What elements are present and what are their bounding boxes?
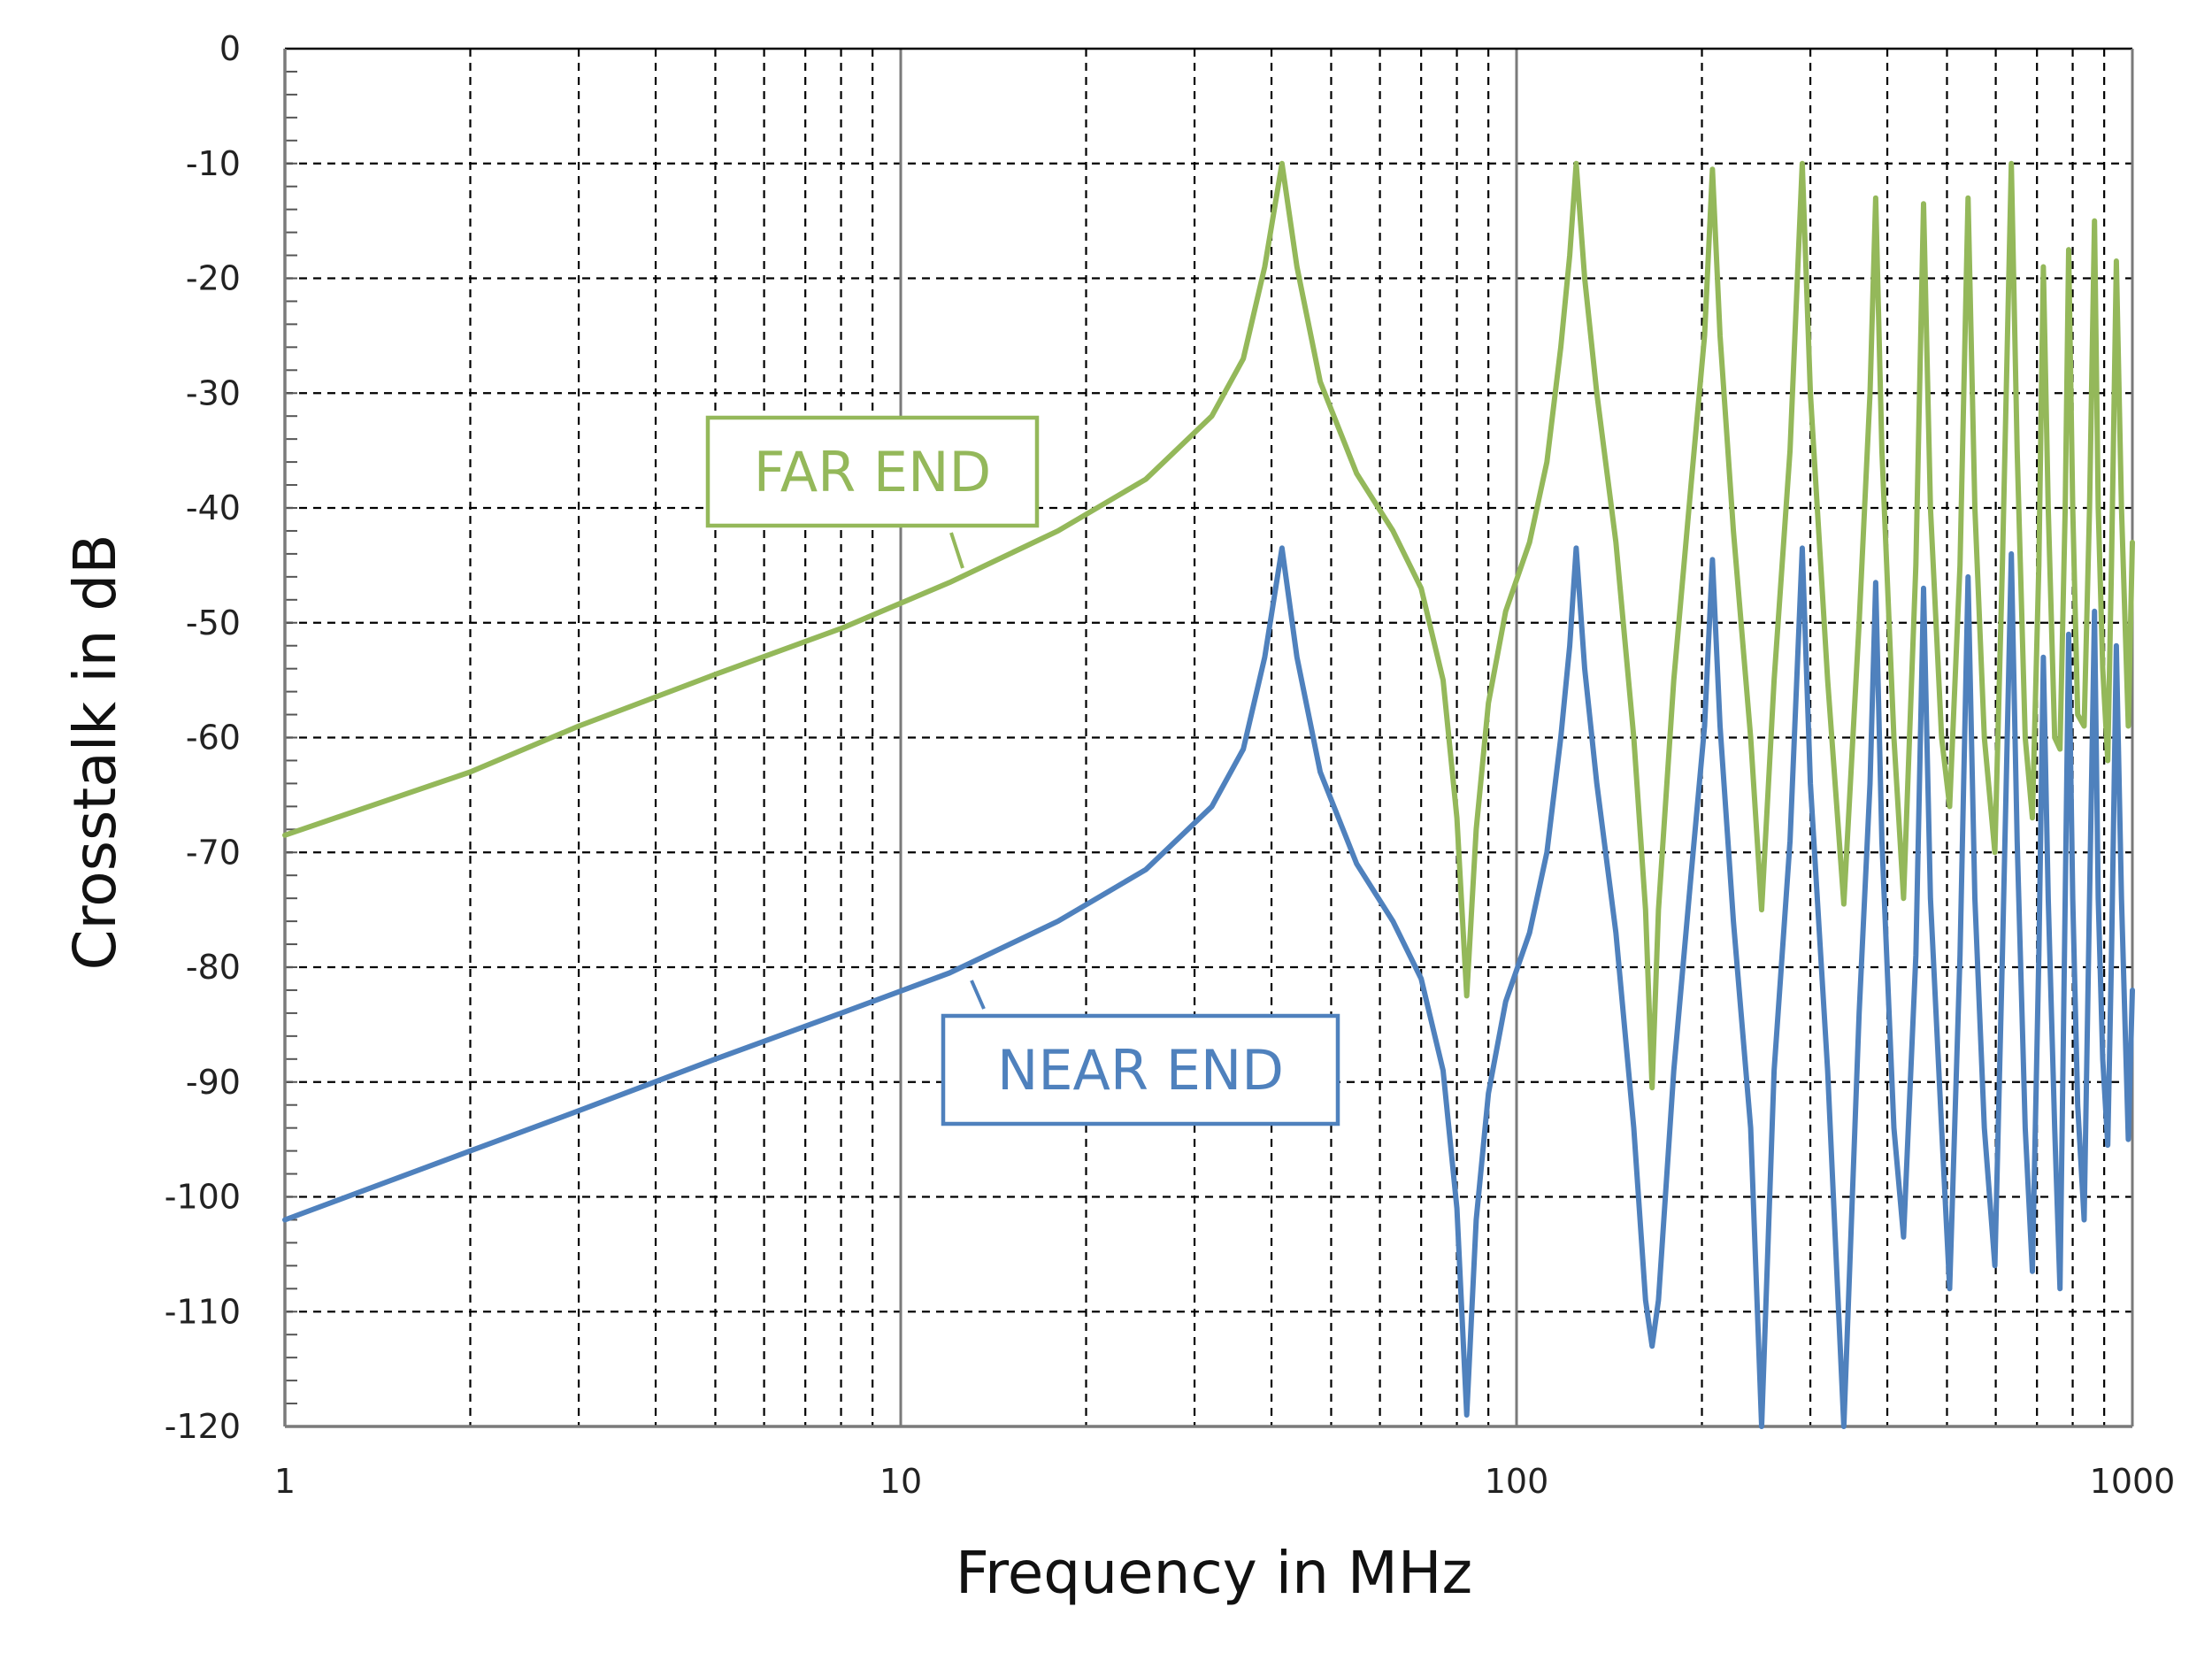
y-tick-label: -80 [186,948,241,987]
axes [283,47,2134,1428]
tick-labels: 0 -10 -20 -30 -40 -50 -60 -70 -80 -90 -100 -110 -120… [165,29,2176,1501]
annotation-label-far-end: FAR END [754,440,991,504]
y-tick-label: -100 [165,1178,241,1217]
annotation-box-near-end [941,1013,1340,1126]
x-tick-label: 1 [274,1462,296,1501]
annotation-label-near-end: NEAR END [997,1038,1284,1103]
leader-line-far-end [949,532,964,569]
x-tick-label: 100 [1485,1462,1549,1501]
y-tick-label: -30 [186,373,241,412]
x-tick-label: 10 [879,1462,922,1501]
x-tick-label: 1000 [2090,1462,2176,1501]
y-tick-label: -120 [165,1407,241,1446]
y-tick-label: -20 [186,259,241,298]
y-tick-label: -70 [186,833,241,872]
x-axis-title: Frequency in MHz [956,1539,1472,1607]
annotation-box-far-end [705,415,1040,528]
y-tick-label: -90 [186,1063,241,1102]
annotations: FAR END NEAR END [705,415,1340,1126]
y-axis-title: Crosstalk in dB [61,534,129,970]
series-line-far-end [282,160,2135,1091]
y-tick-label: 0 [219,29,241,68]
y-tick-label: -50 [186,604,241,642]
series-lines [282,160,2135,1429]
leader-line-near-end [970,980,986,1010]
y-tick-label: -40 [186,488,241,527]
y-tick-label: -10 [186,144,241,183]
series-line-near-end [282,545,2135,1429]
y-tick-label: -60 [186,719,241,757]
y-tick-label: -110 [165,1292,241,1331]
